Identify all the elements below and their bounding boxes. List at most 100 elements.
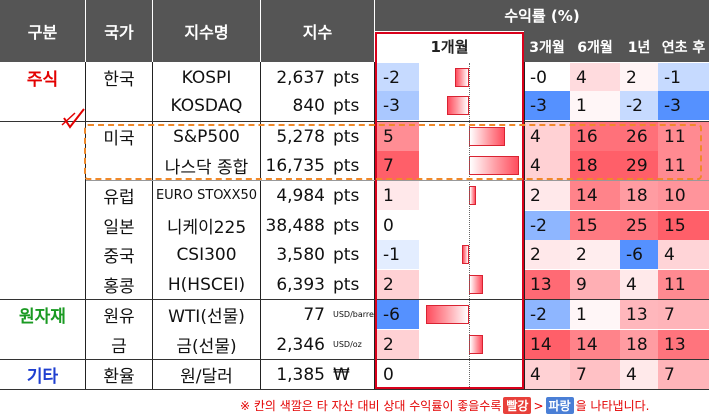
index-name: 금(선물) <box>176 337 237 357</box>
country-label: 유럽 <box>103 188 135 208</box>
return-6m-value: 15 <box>570 211 620 240</box>
legend-red-badge: 빨강 <box>503 397 532 414</box>
column-divider <box>85 62 86 389</box>
return-1m-value: -6 <box>377 300 419 329</box>
index-name: KOSDAQ <box>170 95 243 116</box>
section-divider <box>0 359 709 360</box>
return-1y-value: 13 <box>620 300 658 329</box>
index-value: 5,278 <box>276 126 325 147</box>
return-1m-value: 7 <box>377 151 419 180</box>
return-1y-value: 29 <box>620 151 658 180</box>
return-1m-value: -2 <box>377 63 419 92</box>
index-value: 16,735 <box>265 155 325 176</box>
check-mark-icon <box>61 108 85 129</box>
header-index-name: 지수명 <box>153 0 260 62</box>
index-name: 니케이225 <box>166 218 247 238</box>
return-ytd-value: -3 <box>658 91 709 120</box>
return-1y-value: -6 <box>620 240 658 269</box>
return-1y-value: 4 <box>620 270 658 299</box>
index-name: H(HSCEI) <box>167 274 246 295</box>
country-label: 금 <box>111 337 127 357</box>
return-ytd-value: -1 <box>658 63 709 92</box>
return-ytd-value: 13 <box>658 330 709 359</box>
return-1m-bar <box>454 68 469 87</box>
return-3m-value: -2 <box>524 211 570 240</box>
index-unit: USD/oz <box>333 340 362 349</box>
return-1m-value: 5 <box>377 122 419 151</box>
index-unit: ₩ <box>333 364 350 385</box>
return-3m-value: 14 <box>524 330 570 359</box>
index-name: S&P500 <box>173 126 240 147</box>
country-label: 한국 <box>103 70 135 90</box>
index-unit: pts <box>333 244 360 265</box>
category-label: 기타 <box>26 367 59 387</box>
category-label: 원자재 <box>19 307 66 327</box>
country-label: 일본 <box>103 218 135 238</box>
return-3m-value: 2 <box>524 181 570 210</box>
index-unit: pts <box>333 185 360 206</box>
index-name: 나스닥 종합 <box>164 158 249 178</box>
legend-prefix: ※ 칸의 색깔은 타 자산 대비 상대 수익률이 좋을수록 <box>240 399 502 413</box>
category-label: 주식 <box>26 70 59 90</box>
header-1y: 1년 <box>620 31 658 62</box>
index-unit: pts <box>333 95 360 116</box>
section-divider <box>0 121 709 122</box>
index-value: 2,637 <box>276 67 325 88</box>
header-1m: 1개월 <box>377 31 522 62</box>
return-3m-value: 4 <box>524 122 570 151</box>
return-1y-value: 25 <box>620 211 658 240</box>
column-divider <box>524 62 525 389</box>
return-ytd-value: 7 <box>658 300 709 329</box>
header-category: 구분 <box>0 0 85 62</box>
country-label: 환율 <box>103 367 135 387</box>
return-3m-value: -3 <box>524 91 570 120</box>
bar-zero-axis <box>469 63 470 389</box>
return-6m-value: 9 <box>570 270 620 299</box>
return-6m-value: 14 <box>570 181 620 210</box>
index-value: 3,580 <box>276 244 325 265</box>
header-3m: 3개월 <box>524 31 570 62</box>
legend-gt: > <box>533 398 544 413</box>
return-ytd-value: 15 <box>658 211 709 240</box>
index-name: 원/달러 <box>180 367 233 387</box>
legend-suffix: 을 나타냅니다. <box>575 399 650 413</box>
header-6m: 6개월 <box>570 31 620 62</box>
column-divider <box>374 62 375 389</box>
index-unit: pts <box>333 126 360 147</box>
return-1y-value: 18 <box>620 181 658 210</box>
return-6m-value: 7 <box>570 360 620 389</box>
index-value: 840 <box>292 95 325 116</box>
return-1m-value: 2 <box>377 270 419 299</box>
legend-blue-badge: 파랑 <box>545 397 574 414</box>
return-6m-value: 1 <box>570 91 620 120</box>
return-6m-value: 4 <box>570 63 620 92</box>
section-divider <box>0 299 709 300</box>
index-unit: pts <box>333 215 360 236</box>
return-1m-value: 2 <box>377 330 419 359</box>
return-ytd-value: 7 <box>658 360 709 389</box>
return-1m-bar <box>425 305 469 324</box>
country-label: 중국 <box>103 247 135 267</box>
return-1m-bar <box>447 96 469 115</box>
country-label: 미국 <box>103 129 135 149</box>
index-value: 2,346 <box>276 334 325 355</box>
return-ytd-value: 10 <box>658 181 709 210</box>
index-value: 4,984 <box>276 185 325 206</box>
index-name: WTI(선물) <box>168 307 245 327</box>
header-ytd: 연초 후 <box>658 31 709 62</box>
index-name: CSI300 <box>176 244 237 265</box>
column-divider <box>152 62 153 389</box>
return-6m-value: 14 <box>570 330 620 359</box>
return-1y-value: 26 <box>620 122 658 151</box>
index-value: 77 <box>303 304 325 325</box>
return-3m-value: 4 <box>524 360 570 389</box>
return-ytd-value: 11 <box>658 270 709 299</box>
return-6m-value: 2 <box>570 240 620 269</box>
index-value: 1,385 <box>276 364 325 385</box>
country-label: 원유 <box>103 307 135 327</box>
row-divider <box>86 180 709 181</box>
column-divider <box>260 62 261 389</box>
return-1m-value: 0 <box>377 360 419 389</box>
return-6m-value: 18 <box>570 151 620 180</box>
return-3m-value: 4 <box>524 151 570 180</box>
